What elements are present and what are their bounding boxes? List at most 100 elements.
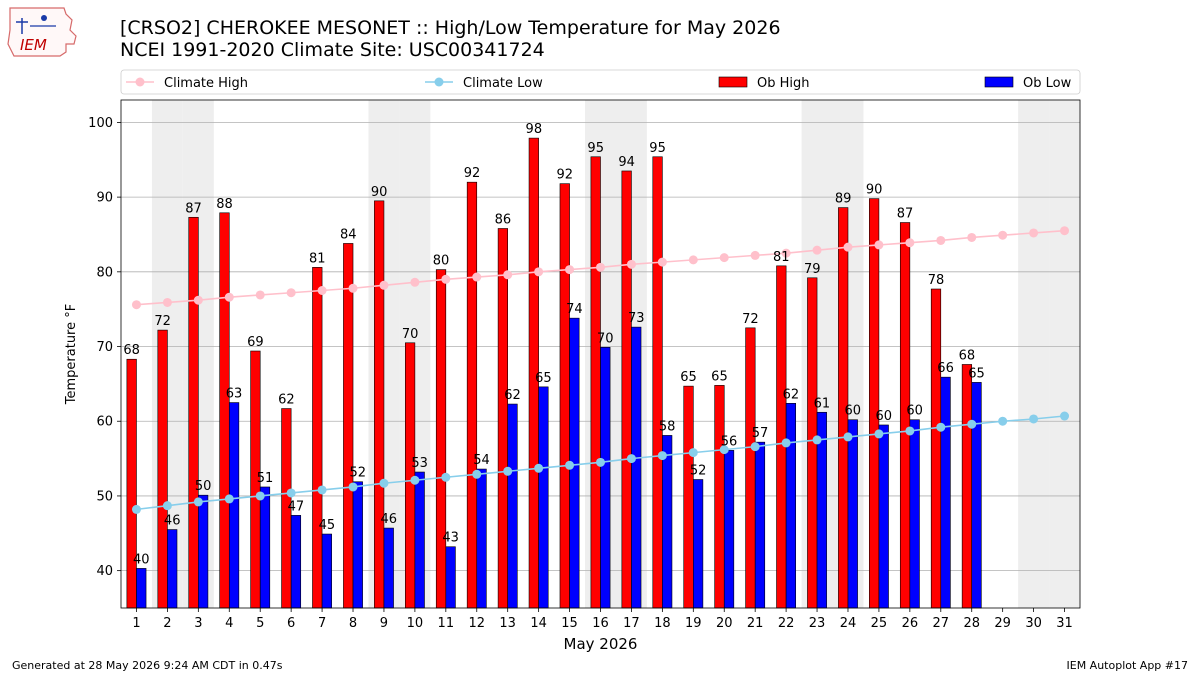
x-tick-label: 20 [716,616,733,631]
ob-high-label: 86 [495,212,512,227]
x-tick-label: 31 [1056,616,1073,631]
legend-box [120,69,1081,95]
climate-low-point [286,488,296,498]
climate-low-point [410,475,420,485]
ob-low-bar [538,386,549,609]
ob-low-bar [290,515,302,609]
climate-high-point [812,245,822,255]
ob-low-bar [259,486,271,609]
x-tick-label: 12 [468,616,485,631]
x-tick-label: 30 [1025,616,1042,631]
ob-high-bar [312,267,323,609]
climate-low-point [719,445,729,455]
ob-low-bar [662,435,673,609]
x-tick-label: 8 [349,616,357,631]
ob-high-bar [869,198,880,609]
climate-high-point [286,288,296,298]
climate-low-point [317,485,327,495]
ob-high-bar [930,288,942,609]
ob-low-label: 47 [288,499,305,514]
ob-low-bar [631,326,642,609]
ob-low-label: 56 [721,434,738,449]
climate-high-point [503,270,513,280]
generated-timestamp: Generated at 28 May 2026 9:24 AM CDT in … [12,659,283,672]
ob-high-bar [126,358,137,609]
x-tick-label: 21 [747,616,764,631]
x-tick-label: 27 [933,616,950,631]
ob-high-bar [157,329,168,609]
climate-high-point [255,290,265,300]
ob-low-label: 43 [442,531,459,546]
x-tick-label: 1 [132,616,140,631]
x-tick-label: 10 [407,616,424,631]
ob-low-label: 54 [473,453,490,468]
x-tick-label: 24 [840,616,857,631]
y-tick-label: 40 [96,564,113,579]
ob-low-bar [414,471,425,609]
ob-high-bar [374,200,385,609]
ob-low-label: 62 [504,388,521,403]
ob-high-bar [621,170,632,609]
ob-low-bar [383,527,394,609]
climate-low-point [936,422,946,432]
ob-low-bar [198,494,209,609]
climate-high-point [967,232,977,242]
ob-low-bar [909,419,920,609]
ob-low-bar [228,402,240,609]
legend-climate-high-label: Climate High [164,76,248,91]
x-tick-label: 28 [963,616,980,631]
ob-low-label: 65 [968,366,985,381]
climate-high-point [441,274,451,284]
climate-low-point [503,466,513,476]
legend-ob-low-label: Ob Low [1023,76,1072,91]
legend-ob-low-swatch [984,76,1014,88]
ob-high-label: 81 [309,251,326,266]
y-tick-label: 70 [96,340,113,355]
ob-high-label: 69 [247,335,264,350]
climate-low-point [255,491,265,501]
ob-low-label: 60 [875,409,892,424]
x-tick-label: 4 [225,616,233,631]
ob-high-bar [683,385,694,609]
x-tick-label: 14 [530,616,547,631]
x-tick-label: 2 [163,616,171,631]
climate-low-point [472,469,482,479]
climate-low-point [812,435,822,445]
legend-ob-high-swatch [718,76,748,88]
ob-high-label: 68 [959,348,976,363]
ob-high-bar [497,228,508,609]
ob-low-bar [167,529,178,609]
ob-low-label: 46 [380,512,397,527]
ob-low-bar [847,419,858,609]
app-id: IEM Autoplot App #17 [1066,659,1189,672]
y-axis-label: Temperature °F [64,304,79,405]
y-tick-label: 60 [96,415,113,430]
iem-logo: IEM [7,7,77,57]
climate-low-point [348,482,358,492]
climate-high-point [781,248,791,258]
climate-high-point [1060,226,1070,236]
climate-low-point [131,504,141,514]
ob-low-label: 74 [566,302,583,317]
ob-low-bar [476,468,487,609]
x-tick-label: 25 [871,616,888,631]
ob-high-label: 92 [556,168,573,183]
climate-low-point [1060,411,1070,421]
chart-title: [CRSO2] CHEROKEE MESONET :: High/Low Tem… [120,17,781,39]
ob-high-label: 70 [402,327,419,342]
chart-subtitle: NCEI 1991-2020 Climate Site: USC00341724 [120,39,545,61]
climate-high-point [534,267,544,277]
ob-high-bar [404,342,416,609]
climate-low-point [565,460,575,470]
ob-high-label: 87 [897,207,914,222]
ob-low-label: 62 [783,387,800,402]
ob-high-label: 81 [773,250,790,265]
climate-low-point [750,442,760,452]
ob-high-label: 79 [804,262,821,277]
ob-low-label: 45 [319,518,336,533]
climate-high-point [348,283,358,293]
ob-low-label: 46 [164,514,181,529]
legend-ob-high-label: Ob High [757,76,810,91]
ob-high-label: 98 [526,122,543,137]
